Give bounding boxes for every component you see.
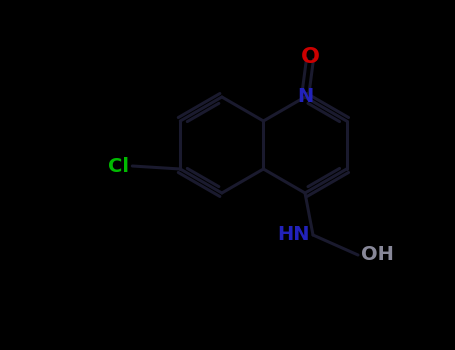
Text: N: N xyxy=(297,88,313,106)
Text: O: O xyxy=(300,47,319,67)
Text: Cl: Cl xyxy=(108,156,129,175)
Text: HN: HN xyxy=(278,225,310,245)
Text: OH: OH xyxy=(361,245,394,265)
